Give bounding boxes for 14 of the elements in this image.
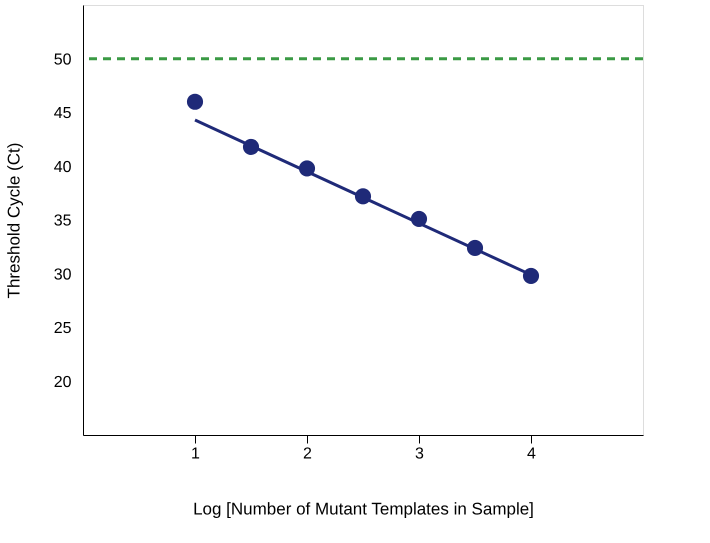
- x-tick-label: 2: [303, 446, 312, 462]
- y-tick-label: 30: [54, 266, 72, 284]
- y-tick-label: 40: [54, 158, 72, 176]
- x-tick-label: 3: [415, 446, 424, 462]
- x-axis-title: Log [Number of Mutant Templates in Sample]: [193, 500, 534, 518]
- y-tick-label: 50: [54, 51, 72, 68]
- y-axis-title: Threshold Cycle (Ct): [4, 142, 24, 298]
- y-tick-label: 45: [54, 105, 72, 122]
- y-tick-label: 20: [54, 374, 72, 391]
- point: [186, 94, 204, 110]
- y-tick-label: 25: [54, 320, 72, 337]
- y-tick-label: 35: [54, 212, 72, 230]
- x-tick-label: 4: [527, 446, 536, 462]
- x-tick-label: 1: [191, 446, 200, 462]
